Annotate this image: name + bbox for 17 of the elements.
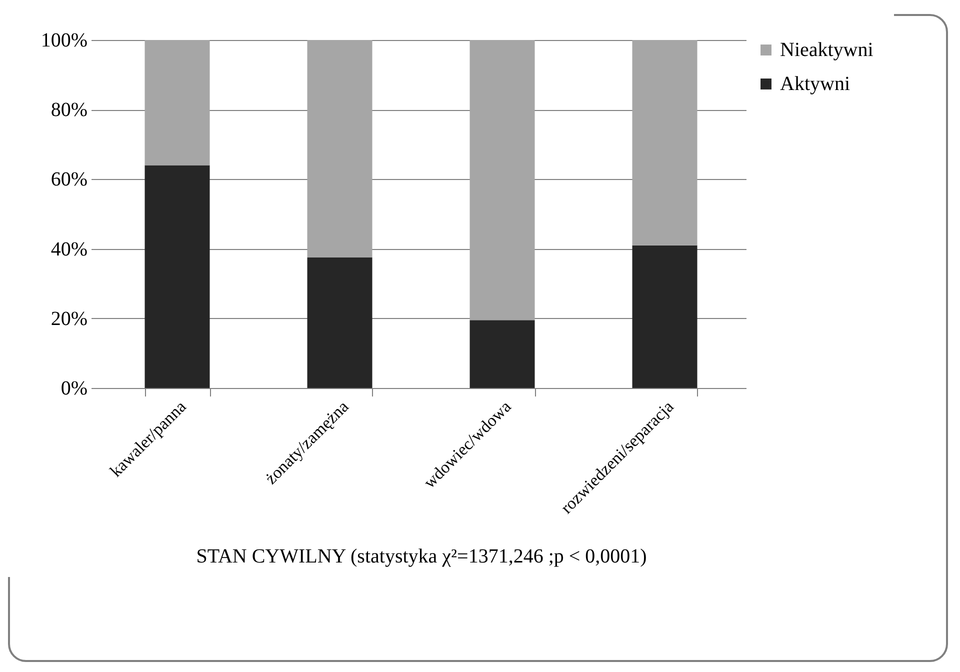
bar	[470, 320, 535, 388]
bar	[144, 40, 210, 166]
y-tick-label: 20%	[50, 308, 88, 330]
legend-label: Aktywni	[780, 73, 850, 95]
y-tick-label: 100%	[40, 30, 88, 52]
bar	[632, 245, 698, 388]
legend-label: Nieaktywni	[780, 39, 874, 61]
bar	[307, 40, 372, 258]
y-tick-label: 40%	[50, 238, 88, 260]
y-tick-label: 0%	[60, 378, 88, 400]
bar	[144, 165, 210, 388]
x-axis-title: STAN CYWILNY (statystyka χ²=1371,246 ;p < 0,0001)	[196, 546, 647, 568]
bar	[632, 40, 698, 246]
bar	[470, 40, 535, 320]
bar	[307, 258, 372, 388]
y-tick-label: 60%	[50, 168, 88, 191]
y-tick-label: 80%	[50, 99, 88, 122]
